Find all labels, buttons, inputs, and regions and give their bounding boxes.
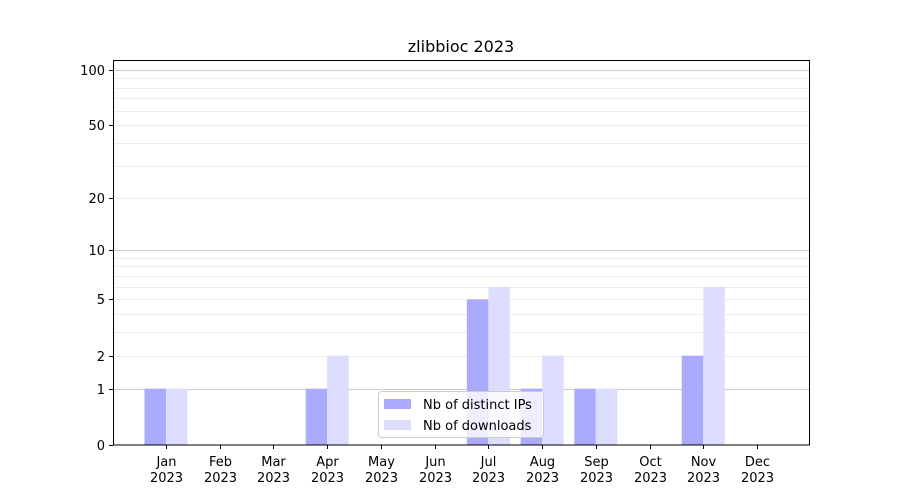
- bar-distinct-ips: [574, 388, 596, 445]
- legend-swatch: [384, 399, 411, 409]
- x-tick-label: Mar 2023: [257, 455, 290, 486]
- y-tick-label: 20: [88, 192, 105, 207]
- legend-label: Nb of distinct IPs: [423, 398, 532, 413]
- x-tick-label: Dec 2023: [741, 455, 774, 486]
- legend-label: Nb of downloads: [423, 419, 532, 434]
- x-tick-label: Aug 2023: [526, 455, 559, 486]
- y-tick-label: 10: [88, 244, 105, 259]
- x-tick-label: Jan 2023: [150, 455, 183, 486]
- x-tick-label: Nov 2023: [687, 455, 720, 486]
- x-tick-label: Jun 2023: [419, 455, 452, 486]
- x-axis: Jan 2023 Feb 2023 Mar 2023 Apr 2023 May 2023 Jun 20…: [150, 445, 774, 486]
- legend: Nb of distinct IPs Nb of downloads: [378, 391, 544, 438]
- y-tick-label: 1: [97, 383, 105, 398]
- bar-distinct-ips: [144, 388, 166, 445]
- x-tick-label: Sep 2023: [580, 455, 613, 486]
- chart-title: zlibbioc 2023: [408, 37, 514, 56]
- legend-swatch: [384, 420, 411, 430]
- x-tick-label: Apr 2023: [311, 455, 344, 486]
- plot-frame: [113, 60, 810, 446]
- y-tick-label: 2: [97, 350, 105, 365]
- legend-box: [378, 391, 544, 438]
- x-tick-label: May 2023: [365, 455, 398, 486]
- bar-downloads: [542, 355, 564, 445]
- gridlines: [113, 70, 810, 390]
- x-tick-label: Feb 2023: [204, 455, 237, 486]
- bar-downloads: [327, 355, 349, 445]
- y-tick-label: 100: [80, 64, 105, 79]
- x-tick-label: Oct 2023: [634, 455, 667, 486]
- bar-distinct-ips: [681, 355, 704, 445]
- y-tick-label: 50: [88, 119, 105, 134]
- y-tick-label: 0: [97, 439, 105, 454]
- bar-downloads: [595, 388, 618, 445]
- y-axis: 0 1 2 5 10 20 50 100: [80, 64, 113, 454]
- bar-downloads: [166, 388, 188, 445]
- x-tick-label: Jul 2023: [472, 455, 505, 486]
- y-tick-label: 5: [97, 293, 105, 308]
- bar-downloads: [703, 286, 725, 445]
- bar-distinct-ips: [305, 388, 328, 445]
